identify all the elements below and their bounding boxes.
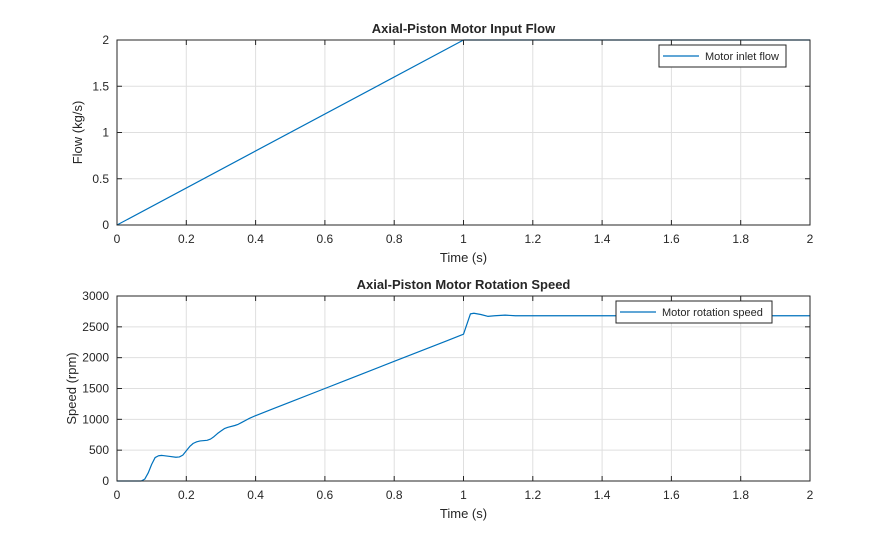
chart2-xlabel: Time (s): [440, 506, 487, 521]
chart2-ytick-label-5: 2500: [82, 320, 109, 334]
chart1-xtick-label-6: 1.2: [524, 232, 541, 246]
chart1-xtick-label-2: 0.4: [247, 232, 264, 246]
chart1-ytick-label-2: 1: [102, 126, 109, 140]
chart2-xtick-label-10: 2: [807, 488, 814, 502]
chart1-ytick-label-0: 0: [102, 218, 109, 232]
chart2-title: Axial-Piston Motor Rotation Speed: [357, 277, 571, 292]
chart2-xtick-label-5: 1: [460, 488, 467, 502]
chart1-xtick-label-1: 0.2: [178, 232, 195, 246]
chart2-ytick-label-1: 500: [89, 443, 109, 457]
chart2-series-line-0: [117, 312, 810, 482]
chart2-xtick-label-1: 0.2: [178, 488, 195, 502]
chart2-legend: Motor rotation speed: [615, 300, 773, 324]
chart2-xtick-label-2: 0.4: [247, 488, 264, 502]
chart1-ytick-label-4: 2: [102, 33, 109, 47]
chart2-xtick-label-6: 1.2: [524, 488, 541, 502]
chart1-xtick-label-4: 0.8: [386, 232, 403, 246]
chart1: 0 0.2 0.4 0.6 0.8 1 1.2 1.4 1.6 1.8 2 0 0.5 1 1.5 2 Axia…: [70, 21, 814, 265]
chart2-legend-box: [615, 300, 773, 324]
chart1-legend-box: [658, 44, 787, 68]
chart1-xtick-label-8: 1.6: [663, 232, 680, 246]
chart1-xtick-label-7: 1.4: [594, 232, 611, 246]
chart2-xtick-label-8: 1.6: [663, 488, 680, 502]
chart1-ytick-label-1: 0.5: [92, 172, 109, 186]
chart1-legend-label-0: Motor inlet flow: [705, 51, 779, 63]
chart1-xtick-label-0: 0: [114, 232, 121, 246]
chart2-ytick-label-0: 0: [102, 474, 109, 488]
chart2-ylabel: Speed (rpm): [64, 352, 79, 424]
chart1-xtick-label-10: 2: [807, 232, 814, 246]
chart1-ylabel: Flow (kg/s): [70, 101, 85, 165]
chart1-title: Axial-Piston Motor Input Flow: [372, 21, 556, 36]
chart2-xtick-label-3: 0.6: [317, 488, 334, 502]
chart2-xtick-label-4: 0.8: [386, 488, 403, 502]
chart2-ytick-label-2: 1000: [82, 412, 109, 426]
chart2-xtick-label-0: 0: [114, 488, 121, 502]
chart2-ytick-label-3: 1500: [82, 382, 109, 396]
chart2-xtick-label-7: 1.4: [594, 488, 611, 502]
chart1-legend: Motor inlet flow: [658, 44, 787, 68]
chart1-xlabel: Time (s): [440, 250, 487, 265]
chart1-xtick-label-3: 0.6: [317, 232, 334, 246]
chart2-legend-label-0: Motor rotation speed: [662, 307, 763, 319]
chart2-xtick-label-9: 1.8: [732, 488, 749, 502]
chart2-ytick-label-6: 3000: [82, 289, 109, 303]
chart1-xtick-label-9: 1.8: [732, 232, 749, 246]
chart2: 0 0.2 0.4 0.6 0.8 1 1.2 1.4 1.6 1.8 2 0 500 1000 1500 2…: [64, 277, 814, 521]
chart1-xtick-label-5: 1: [460, 232, 467, 246]
chart2-ytick-label-4: 2000: [82, 351, 109, 365]
chart1-ytick-label-3: 1.5: [92, 79, 109, 93]
